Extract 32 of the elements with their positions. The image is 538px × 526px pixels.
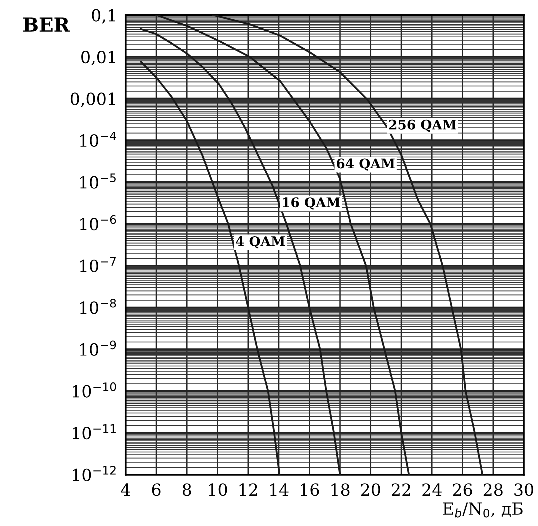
x-tick-label: 22 — [392, 484, 410, 496]
x-tick-label: 6 — [152, 484, 161, 496]
x-tick-label: 24 — [422, 484, 442, 496]
x-axis-title: E$_{b}$/N$_{0}$, дБ — [443, 502, 523, 518]
y-tick-label: 10$^{−6}$ — [80, 215, 116, 231]
x-tick-label: 30 — [514, 484, 534, 496]
x-tick-label: 12 — [240, 484, 258, 496]
x-tick-label: 10 — [209, 484, 228, 496]
x-tick-label: 14 — [270, 484, 289, 496]
x-tick-label: 20 — [361, 484, 380, 496]
x-tick-label: 16 — [301, 484, 320, 496]
y-tick-label: 10$^{−5}$ — [80, 174, 116, 189]
x-tick-label: 8 — [182, 484, 192, 496]
series-label: 64 QAM — [337, 158, 395, 171]
y-tick-label: 10$^{−4}$ — [80, 132, 116, 148]
y-tick-label: 10$^{−11}$ — [73, 424, 116, 440]
x-tick-label: 28 — [484, 484, 503, 496]
x-tick-label: 4 — [121, 484, 130, 496]
y-tick-label: 10$^{−7}$ — [80, 257, 116, 272]
y-tick-label: 0,001 — [70, 92, 116, 108]
x-tick-label: 18 — [332, 484, 350, 496]
y-tick-label: 10$^{−9}$ — [80, 340, 116, 356]
y-tick-label: 10$^{−12}$ — [73, 466, 116, 482]
series-label: 16 QAM — [283, 198, 340, 210]
x-tick-label: 26 — [453, 484, 472, 496]
series-label: 4 QAM — [236, 236, 285, 249]
y-tick-label: 10$^{−8}$ — [80, 298, 116, 314]
y-axis-title: BER — [23, 18, 70, 32]
y-tick-label: 0,1 — [92, 9, 116, 24]
y-tick-label: 0,01 — [82, 51, 116, 66]
y-tick-label: 10$^{−10}$ — [73, 382, 116, 398]
series-label: 256 QAM — [389, 120, 456, 132]
